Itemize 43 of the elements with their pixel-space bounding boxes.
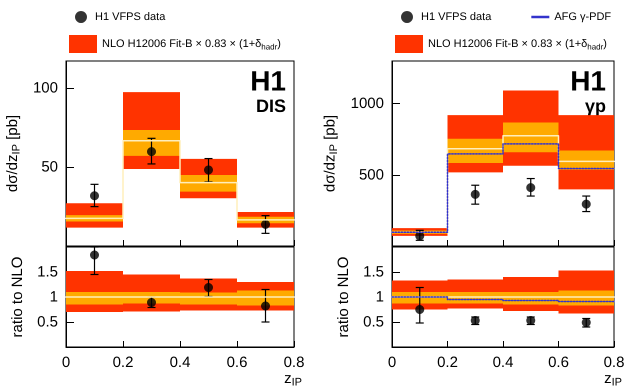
annotation: DIS [256, 96, 286, 116]
x-tick-label: 0.8 [604, 354, 624, 371]
annotation: γp [584, 96, 606, 116]
annotation: H1 [570, 66, 606, 96]
y-tick-label: 0.5 [37, 314, 58, 330]
y-axis-title: dσ/dzIP [pb] [322, 114, 340, 192]
line-series [65, 140, 295, 221]
legend-label: H1 VFPS data [421, 11, 492, 23]
point [204, 165, 213, 174]
x-tick-label: 0.6 [226, 354, 248, 371]
x-tick-label: 0.2 [437, 354, 458, 371]
legend-label: AFG γ-PDF [554, 11, 612, 23]
point [90, 191, 99, 200]
x-tick-label: 0 [62, 354, 70, 371]
point [261, 220, 270, 229]
point [415, 305, 424, 314]
x-tick-label: 0.2 [112, 354, 134, 371]
y-axis-title: ratio to NLO [9, 256, 26, 338]
y-tick-label: 1 [376, 288, 384, 306]
point [470, 190, 480, 199]
point [526, 183, 536, 192]
point [204, 283, 213, 292]
point [261, 302, 270, 310]
y-axis-title: dσ/dzIP [pb] [4, 114, 23, 192]
x-tick-label: 0.8 [284, 354, 304, 371]
y-tick-label: 1000 [350, 95, 384, 112]
y-tick-label: 1.5 [37, 264, 58, 280]
point [90, 250, 99, 260]
x-tick-label: 0.4 [170, 354, 190, 371]
y-tick-label: 0.5 [363, 314, 384, 330]
y-tick-label: 100 [32, 79, 58, 96]
y-tick-label: 50 [41, 158, 58, 176]
point [147, 147, 156, 156]
legend-label: H1 VFPS data [95, 11, 166, 23]
y-tick-label: 1 [50, 288, 58, 306]
annotation: H1 [250, 66, 286, 96]
y-tick-label: 500 [358, 166, 384, 184]
x-tick-label: 0 [388, 354, 396, 371]
y-tick-label: 1.5 [363, 264, 384, 280]
x-tick-label: 0.4 [492, 354, 514, 371]
x-tick-label: 0.6 [548, 354, 569, 371]
point [582, 200, 591, 209]
y-axis-title: ratio to NLO [335, 256, 352, 338]
